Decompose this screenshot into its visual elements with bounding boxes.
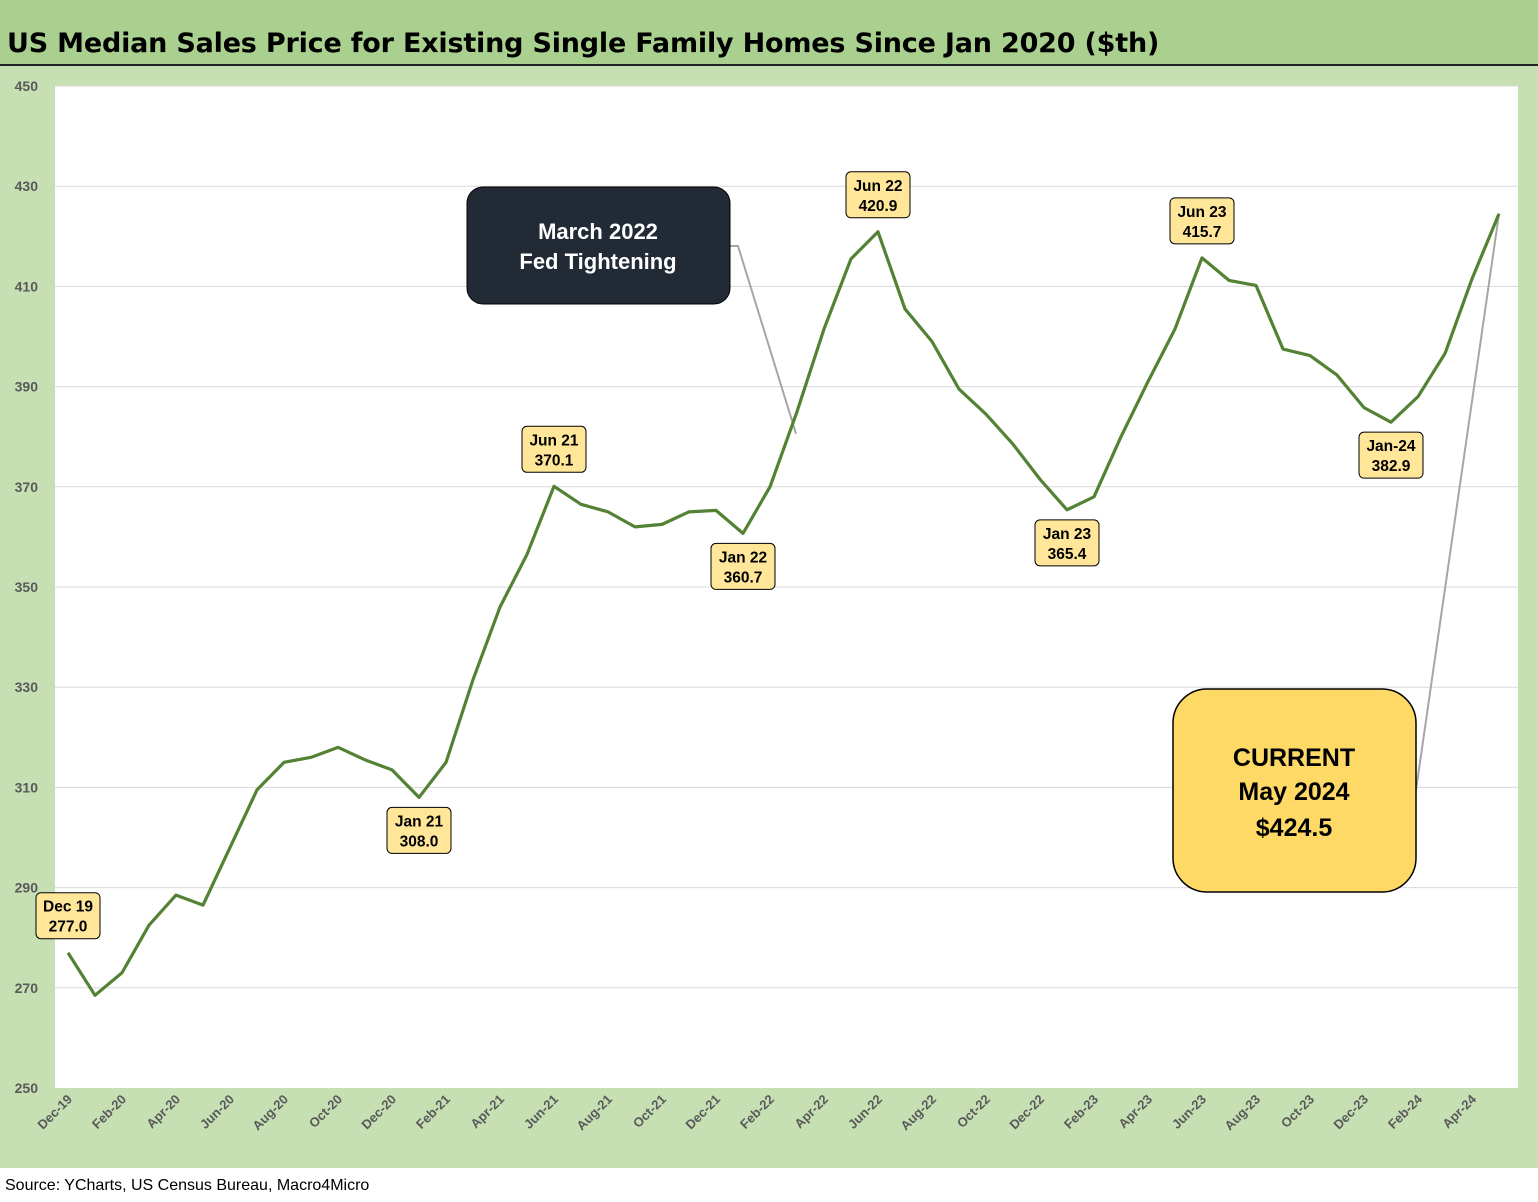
x-tick-label: Aug-20 [249,1092,291,1134]
fed-tightening-annotation: March 2022 Fed Tightening [466,186,731,305]
y-tick-label: 330 [15,679,39,695]
current-value-annotation: CURRENT May 2024 $424.5 [1172,688,1417,893]
x-tick-label: Dec-23 [1330,1092,1371,1133]
header-bar: US Median Sales Price for Existing Singl… [0,0,1538,66]
x-tick-label: Feb-24 [1385,1091,1426,1132]
callout-label: Jan 23 365.4 [1034,519,1100,567]
x-tick-label: Oct-21 [630,1092,669,1131]
x-tick-label: Apr-24 [1439,1091,1479,1131]
current-box [1172,688,1417,893]
callout-value: 415.7 [1183,224,1222,241]
callout-date: Jun 23 [1177,204,1226,221]
x-tick-label: Apr-22 [791,1092,831,1132]
x-tick-label: Jun-21 [521,1092,561,1132]
current-box-line3: $424.5 [1256,814,1333,842]
y-tick-label: 390 [15,379,39,395]
x-tick-label: Aug-23 [1221,1092,1263,1134]
callout-date: Jan 21 [395,813,444,830]
source-note: Source: YCharts, US Census Bureau, Macro… [5,1177,370,1194]
y-tick-label: 430 [15,178,39,194]
series-line [66,213,1501,997]
x-tick-label: Jun-20 [197,1092,237,1132]
x-tick-label: Apr-21 [467,1092,507,1132]
callout-box [1034,519,1100,567]
callout-label: Jan 22 360.7 [710,542,776,590]
callout-box [845,171,911,219]
x-tick-label: Aug-21 [573,1092,615,1134]
current-connector-line [1415,213,1500,791]
x-tick-label: Apr-23 [1115,1092,1155,1132]
x-tick-label: Dec-19 [34,1092,75,1133]
y-tick-label: 250 [15,1080,39,1096]
callout-value: 370.1 [535,452,574,469]
x-tick-label: Feb-20 [89,1092,129,1132]
fed-box-line1: March 2022 [538,219,658,244]
fed-connector-line [730,245,797,434]
callout-box [1358,431,1424,479]
callout-value: 308.0 [400,833,439,850]
x-tick-label: Feb-21 [413,1092,453,1132]
callout-value: 277.0 [49,919,88,936]
fed-box-line2: Fed Tightening [519,249,676,274]
callout-value: 382.9 [1372,458,1411,475]
y-tick-label: 410 [15,278,39,294]
x-tick-label: Aug-22 [897,1092,939,1134]
callout-date: Jan 22 [719,549,767,566]
callout-value: 360.7 [724,569,763,586]
callout-box [35,892,101,940]
callout-label: Dec 19 277.0 [35,892,101,940]
y-tick-label: 310 [15,779,39,795]
x-tick-label: Feb-23 [1061,1092,1101,1132]
callout-label: Jun 22 420.9 [845,171,911,219]
callout-date: Dec 19 [43,899,93,916]
callout-label: Jun 21 370.1 [521,425,587,473]
line-chart: 250 270 290 310 330 350 370 390 410 430 450 Dec-19 F… [15,78,1518,1134]
callout-value: 365.4 [1048,546,1087,563]
x-tick-label: Oct-22 [954,1092,993,1131]
chart-area: 250 270 290 310 330 350 370 390 410 430 450 Dec-19 F… [0,66,1538,1168]
x-tick-label: Dec-21 [682,1092,723,1133]
callout-box [521,425,587,473]
callout-box [1169,197,1235,245]
y-tick-label: 350 [15,579,39,595]
y-tick-label: 450 [15,78,39,94]
fed-box [466,186,731,305]
x-tick-label: Oct-20 [306,1092,345,1131]
callout-date: Jun 21 [529,432,578,449]
x-tick-label: Oct-23 [1278,1092,1317,1131]
x-tick-label: Apr-20 [143,1092,183,1132]
callout-label: Jan-24 382.9 [1358,431,1424,479]
current-box-line1: CURRENT [1233,744,1355,772]
x-tick-label: Feb-22 [737,1092,777,1132]
chart-title: US Median Sales Price for Existing Singl… [7,28,1160,59]
y-tick-label: 290 [15,880,39,896]
y-tick-label: 370 [15,479,39,495]
y-tick-label: 270 [15,980,39,996]
callout-date: Jun 22 [853,178,902,195]
callout-label: Jan 21 308.0 [386,806,452,854]
x-tick-label: Dec-22 [1006,1092,1047,1133]
x-tick-label: Jun-23 [1169,1092,1209,1132]
callout-label: Jun 23 415.7 [1169,197,1235,245]
callout-box [710,542,776,590]
x-tick-label: Jun-22 [845,1092,885,1132]
callout-date: Jan-24 [1366,438,1415,455]
x-tick-label: Dec-20 [358,1092,399,1133]
current-box-line2: May 2024 [1238,778,1349,806]
callout-value: 420.9 [859,198,898,215]
callout-box [386,806,452,854]
callout-date: Jan 23 [1043,526,1092,543]
